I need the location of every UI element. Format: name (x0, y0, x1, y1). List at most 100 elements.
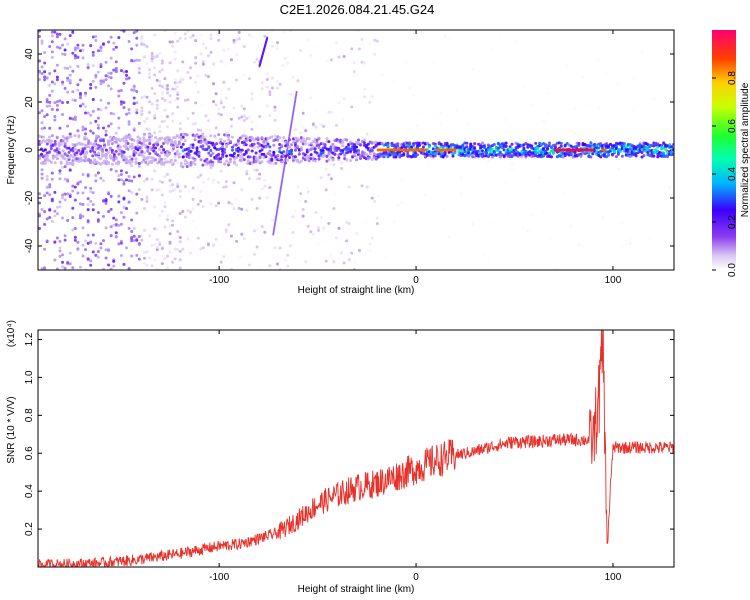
heatmap-cell (191, 143, 195, 147)
heatmap-cell (153, 205, 157, 209)
heatmap-cell (68, 34, 72, 38)
heatmap-cell (95, 134, 99, 138)
heatmap-cell (81, 173, 85, 177)
spectrogram-y-tick-label: 0 (24, 147, 35, 153)
heatmap-cell (449, 146, 453, 150)
heatmap-cell (142, 43, 146, 47)
heatmap-cell (153, 131, 157, 135)
heatmap-cell (546, 111, 550, 115)
heatmap-cell (260, 160, 264, 164)
heatmap-cell (140, 153, 144, 157)
heatmap-cell (99, 79, 103, 83)
heatmap-cell (63, 177, 67, 181)
heatmap-cell (255, 245, 259, 249)
heatmap-cell (295, 90, 298, 94)
heatmap-cell (76, 83, 80, 87)
heatmap-cell (622, 142, 626, 146)
heatmap-cell (288, 30, 292, 33)
heatmap-cell (332, 206, 336, 210)
heatmap-cell (155, 138, 159, 142)
heatmap-cell (396, 203, 400, 207)
heatmap-cell (656, 201, 660, 205)
heatmap-cell (101, 80, 105, 84)
heatmap-cell (637, 51, 640, 54)
heatmap-cell (250, 120, 254, 124)
heatmap-cell (68, 193, 72, 197)
heatmap-cell (616, 81, 620, 85)
heatmap-cell (573, 150, 577, 154)
heatmap-cell (459, 192, 463, 196)
heatmap-cell (86, 66, 90, 70)
heatmap-cell (553, 143, 557, 147)
heatmap-cell (522, 146, 526, 150)
heatmap-cell (63, 86, 67, 90)
heatmap-cell (127, 40, 131, 44)
heatmap-cell (89, 263, 93, 267)
heatmap-cell (63, 152, 67, 156)
heatmap-cell (99, 246, 103, 250)
heatmap-cell (295, 144, 299, 148)
heatmap-cell (471, 222, 475, 226)
heatmap-cell (258, 172, 262, 176)
heatmap-cell (366, 156, 370, 160)
heatmap-cell (219, 59, 223, 63)
snr-y-tick-label: 1.0 (24, 370, 35, 384)
heatmap-cell (168, 40, 172, 44)
heatmap-cell (427, 145, 431, 149)
heatmap-cell (301, 111, 305, 115)
heatmap-cell (508, 151, 512, 155)
heatmap-cell (345, 194, 348, 197)
heatmap-cell (207, 151, 211, 155)
heatmap-cell (101, 179, 105, 183)
heatmap-cell (436, 33, 439, 36)
heatmap-cell (53, 30, 57, 34)
heatmap-cell (323, 143, 327, 147)
heatmap-cell (276, 41, 280, 45)
heatmap-cell (178, 127, 182, 131)
heatmap-cell (109, 207, 113, 211)
spectrogram-y-label: Frequency (Hz) (6, 116, 17, 185)
heatmap-cell (40, 208, 44, 212)
heatmap-cell (292, 110, 295, 114)
heatmap-cell (228, 160, 232, 164)
heatmap-cell (43, 114, 47, 118)
heatmap-cell (390, 141, 394, 145)
snr-x-label: Height of straight line (km) (298, 584, 415, 595)
heatmap-cell (58, 99, 62, 103)
heatmap-cell (247, 263, 251, 267)
heatmap-cell (455, 108, 459, 112)
heatmap-cell (91, 233, 95, 237)
heatmap-cell (546, 92, 550, 96)
heatmap-cell (236, 139, 240, 143)
heatmap-cell (50, 34, 54, 38)
heatmap-cell (144, 160, 148, 164)
heatmap-cell (368, 152, 372, 156)
heatmap-cell (50, 177, 54, 181)
heatmap-cell (282, 150, 286, 154)
heatmap-cell (66, 262, 70, 266)
heatmap-cell (186, 30, 190, 33)
heatmap-cell (609, 208, 612, 211)
heatmap-cell (122, 30, 126, 33)
heatmap-cell (181, 135, 185, 139)
heatmap-cell (288, 134, 291, 138)
heatmap-cell (155, 103, 159, 107)
heatmap-cell (43, 50, 47, 54)
heatmap-cell (112, 41, 116, 45)
heatmap-cell (343, 153, 347, 157)
heatmap-cell (337, 156, 341, 160)
heatmap-cell (565, 64, 569, 68)
heatmap-cell (101, 214, 105, 218)
heatmap-cell (63, 234, 67, 238)
heatmap-cell (45, 113, 49, 117)
heatmap-cell (135, 111, 139, 115)
heatmap-cell (167, 152, 171, 156)
heatmap-cell (176, 161, 180, 165)
heatmap-cell (668, 174, 671, 177)
heatmap-cell (490, 47, 494, 51)
heatmap-cell (122, 70, 126, 74)
heatmap-cell (160, 145, 164, 149)
heatmap-cell (194, 101, 198, 105)
heatmap-cell (135, 90, 139, 94)
heatmap-cell (89, 113, 93, 117)
